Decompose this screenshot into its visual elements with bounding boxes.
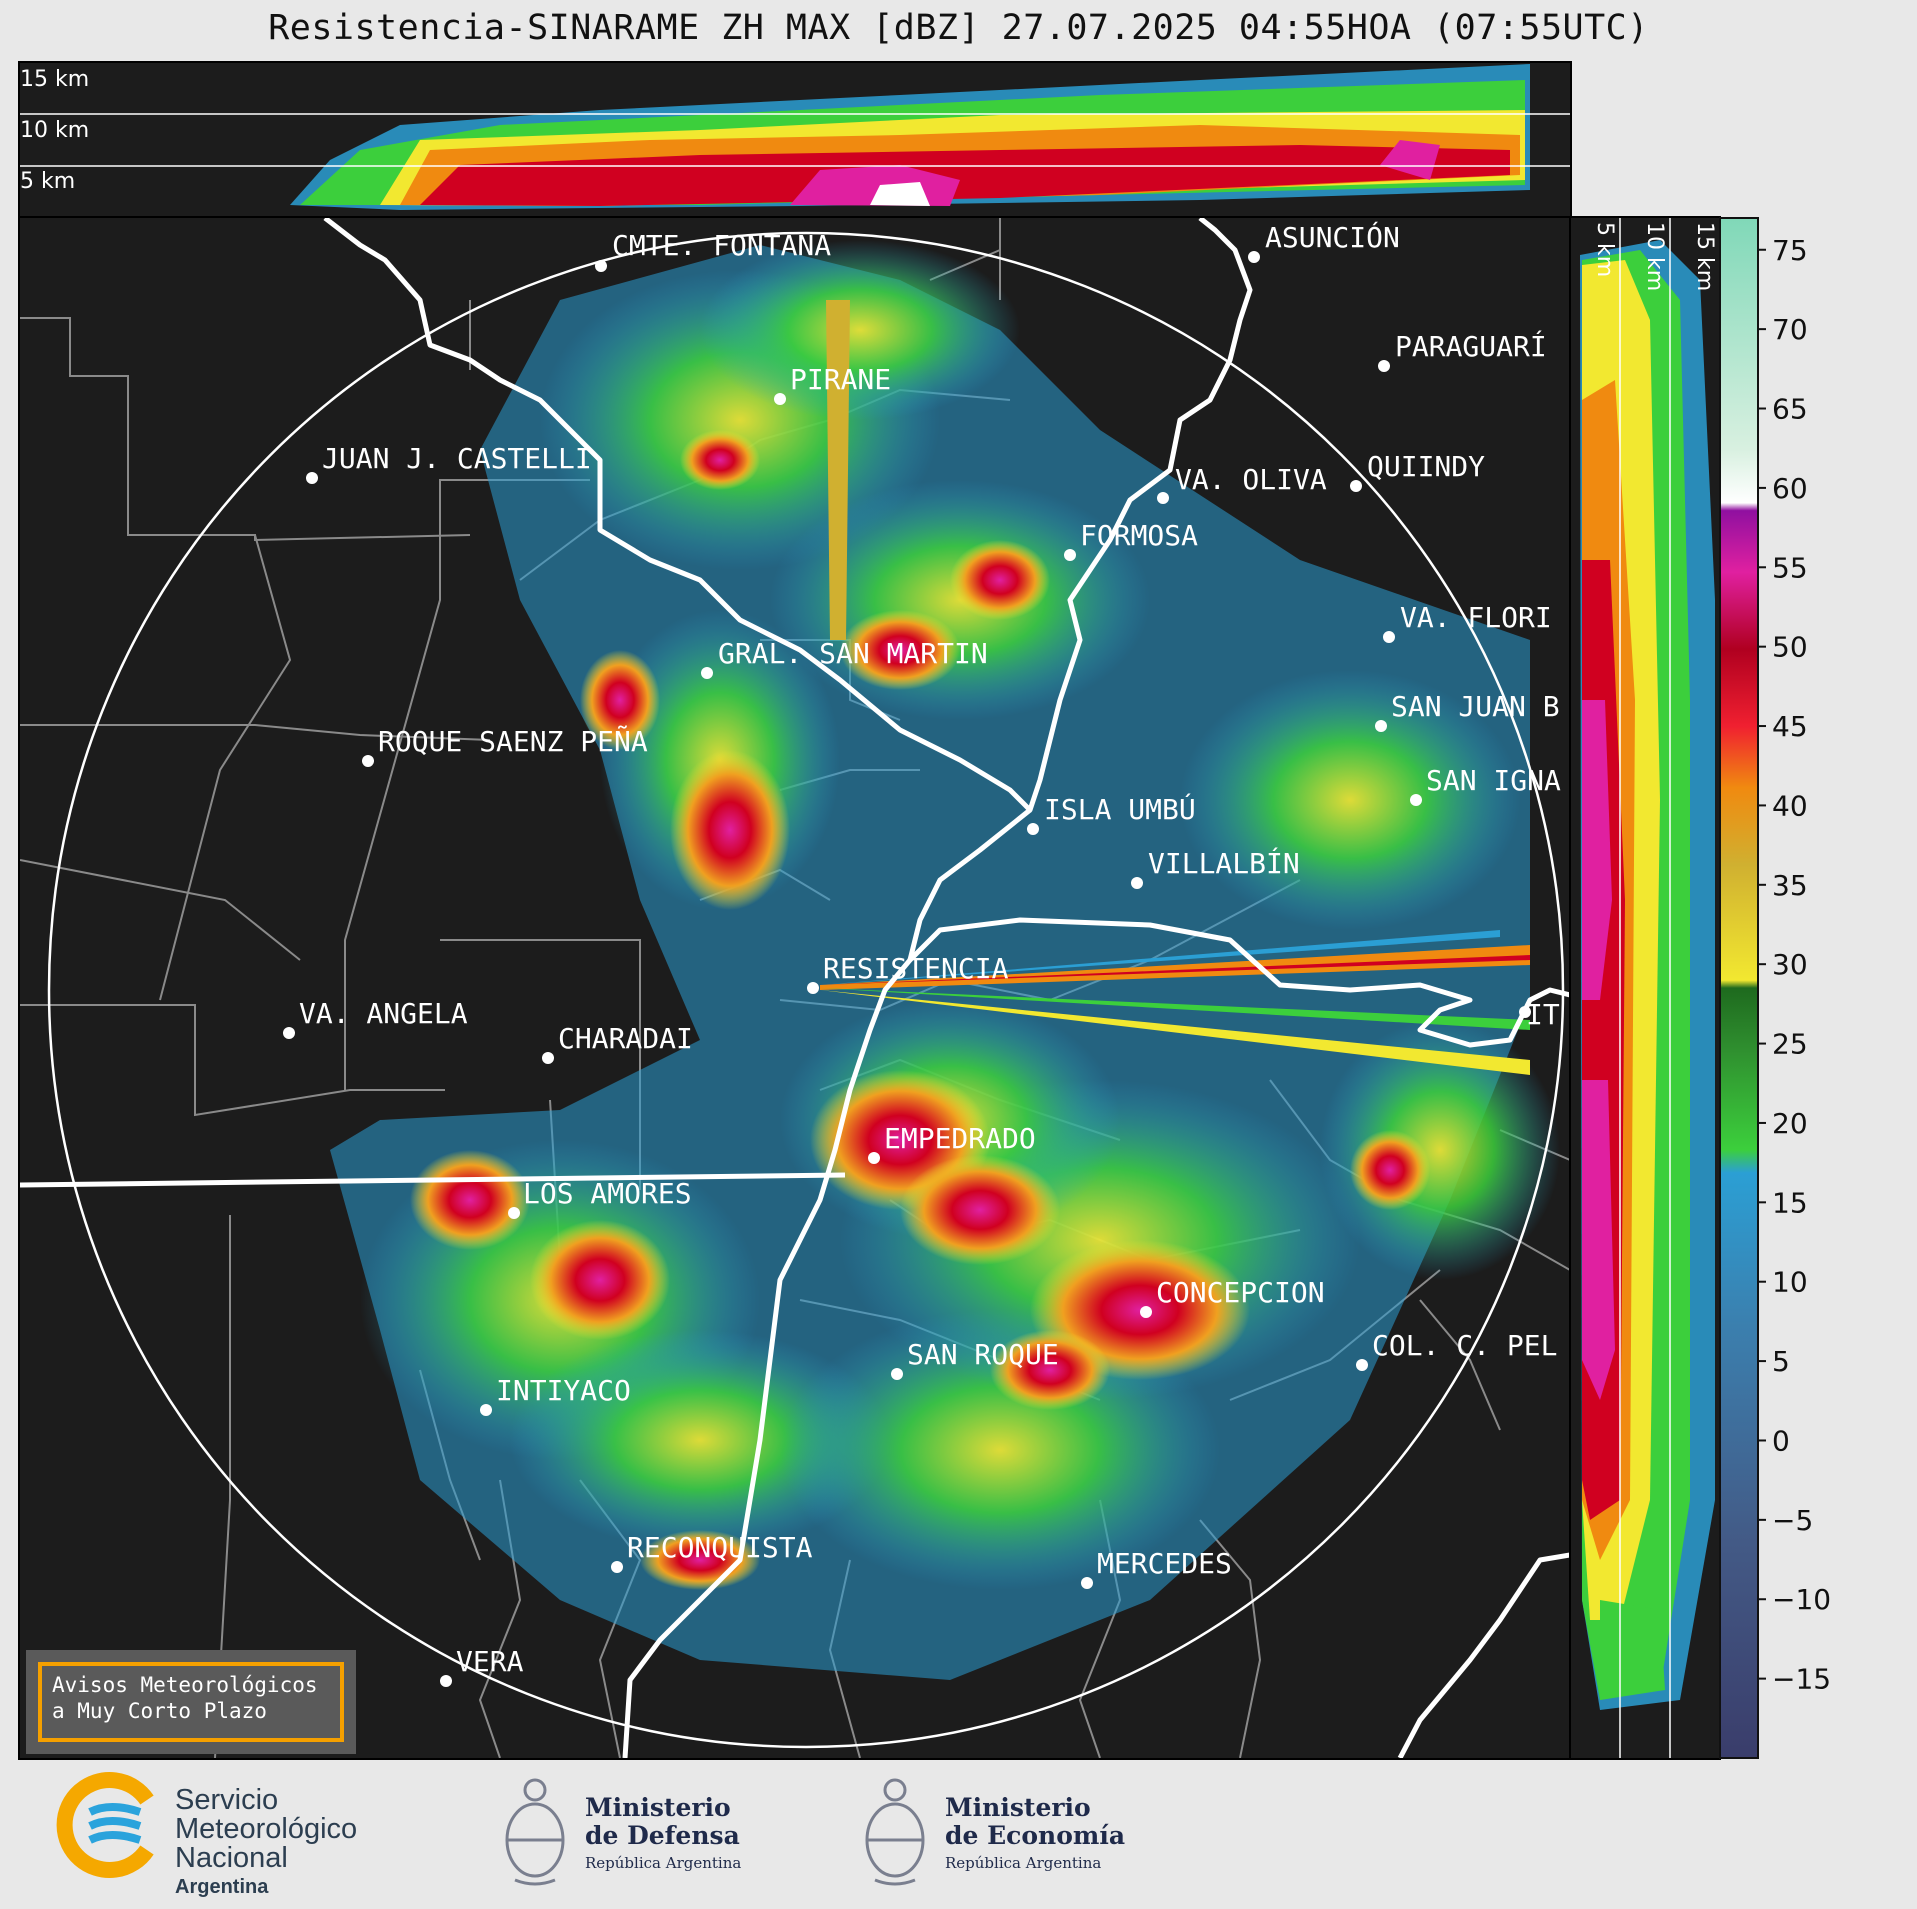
colorbar-tick-label: −15 — [1772, 1663, 1831, 1696]
city-label: CHARADAI — [558, 1022, 693, 1055]
colorbar-tick-label: 25 — [1772, 1028, 1808, 1061]
smn-emblem-icon — [56, 1772, 154, 1878]
argentina-coat-of-arms-icon — [505, 1778, 565, 1886]
city-label: VILLALBÍN — [1148, 846, 1300, 880]
economia-name-line: de Economía — [945, 1821, 1126, 1850]
alert-link-box[interactable]: Avisos Meteorológicos a Muy Corto Plazo — [26, 1650, 356, 1754]
side-altitude-label: 15 km — [1692, 222, 1717, 291]
colorbar-tick-label: 75 — [1772, 234, 1808, 267]
city-label: CONCEPCION — [1156, 1276, 1325, 1309]
city-label: SAN ROQUE — [907, 1338, 1059, 1371]
colorbar-tick-label: 60 — [1772, 472, 1808, 505]
defensa-logo: Ministerio de Defensa República Argentin… — [495, 1770, 755, 1890]
side-cross-section-echo — [1580, 240, 1715, 1710]
city-label: PIRANE — [790, 363, 891, 396]
city-label: PARAGUARÍ — [1395, 329, 1547, 363]
colorbar-tick-label: 45 — [1772, 710, 1808, 743]
defensa-name-line: de Defensa — [585, 1821, 740, 1850]
city-label: ISLA UMBÚ — [1044, 792, 1196, 826]
city-label: SAN JUAN B — [1391, 690, 1560, 723]
economia-logo: Ministerio de Economía República Argenti… — [855, 1770, 1135, 1890]
alert-line-1: Avisos Meteorológicos — [52, 1673, 318, 1697]
colorbar-tick-label: 15 — [1772, 1186, 1808, 1219]
city-label: ASUNCIÓN — [1265, 220, 1400, 254]
colorbar-tick-label: 0 — [1772, 1424, 1790, 1457]
city-label: MERCEDES — [1097, 1547, 1232, 1580]
colorbar-tick-label: −5 — [1772, 1504, 1813, 1537]
city-label: LOS AMORES — [523, 1177, 692, 1210]
radar-range-ring — [47, 231, 1565, 1749]
city-label: VERA — [456, 1645, 524, 1678]
top-altitude-label: 5 km — [20, 169, 75, 194]
city-label: VA. FLORI — [1400, 601, 1552, 634]
city-label: FORMOSA — [1080, 519, 1198, 552]
city-label: RECONQUISTA — [627, 1531, 813, 1564]
city-label: CMTE. FONTANA — [612, 229, 831, 262]
smn-logo: Servicio Meteorológico Nacional Argentin… — [55, 1770, 395, 1898]
colorbar — [1719, 217, 1759, 1759]
smn-name-line: Servicio — [175, 1784, 279, 1816]
defensa-name-line: Ministerio — [585, 1793, 731, 1822]
argentina-coat-of-arms-icon — [865, 1778, 925, 1886]
colorbar-tick-label: 35 — [1772, 869, 1808, 902]
side-altitude-label: 10 km — [1642, 222, 1667, 291]
map-title: Resistencia-SINARAME ZH MAX [dBZ] 27.07.… — [268, 8, 1649, 48]
city-label: RESISTENCIA — [823, 952, 1009, 985]
city-label: VA. OLIVA — [1175, 463, 1327, 496]
top-cross-section-echo — [290, 64, 1530, 210]
side-altitude-label: 5 km — [1592, 222, 1617, 277]
city-label: QUIINDY — [1367, 450, 1485, 483]
alert-link-frame[interactable]: Avisos Meteorológicos a Muy Corto Plazo — [38, 1662, 344, 1742]
city-label: GRAL. SAN MARTIN — [718, 637, 988, 670]
colorbar-tick-label: 50 — [1772, 631, 1808, 664]
radar-reflectivity-echoes — [330, 240, 1560, 1680]
city-label: JUAN J. CASTELLI — [322, 442, 592, 475]
colorbar-tick-label: 55 — [1772, 551, 1808, 584]
smn-country: Argentina — [175, 1876, 269, 1898]
colorbar-tick-label: 40 — [1772, 789, 1808, 822]
top-altitude-label: 15 km — [20, 67, 89, 92]
colorbar-tick-label: 65 — [1772, 393, 1808, 426]
economia-country: República Argentina — [945, 1854, 1102, 1872]
defensa-country: República Argentina — [585, 1854, 742, 1872]
city-label: SAN IGNA — [1426, 764, 1561, 797]
economia-name-line: Ministerio — [945, 1793, 1091, 1822]
city-labels: CMTE. FONTANA ASUNCIÓN PARAGUARÍ PIRANE … — [299, 220, 1561, 1678]
city-label: ROQUE SAENZ PEÑA — [378, 724, 648, 758]
colorbar-tick-label: 20 — [1772, 1107, 1808, 1140]
city-label: COL. C. PEL — [1372, 1329, 1557, 1362]
colorbar-tick-label: 30 — [1772, 948, 1808, 981]
colorbar-tick-label: 5 — [1772, 1345, 1790, 1378]
city-label: VA. ANGELA — [299, 997, 468, 1030]
colorbar-tick-label: 70 — [1772, 313, 1808, 346]
smn-name-line: Meteorológico — [175, 1813, 358, 1845]
top-altitude-label: 10 km — [20, 118, 89, 143]
alert-line-2: a Muy Corto Plazo — [52, 1699, 267, 1723]
city-label: IT — [1526, 998, 1560, 1031]
colorbar-tick-label: −10 — [1772, 1583, 1831, 1616]
international-borders — [20, 218, 1570, 1758]
smn-name-line: Nacional — [175, 1842, 288, 1874]
colorbar-tick-label: 10 — [1772, 1266, 1808, 1299]
city-markers — [283, 251, 1531, 1687]
city-label: EMPEDRADO — [884, 1122, 1036, 1155]
city-label: INTIYACO — [496, 1374, 631, 1407]
